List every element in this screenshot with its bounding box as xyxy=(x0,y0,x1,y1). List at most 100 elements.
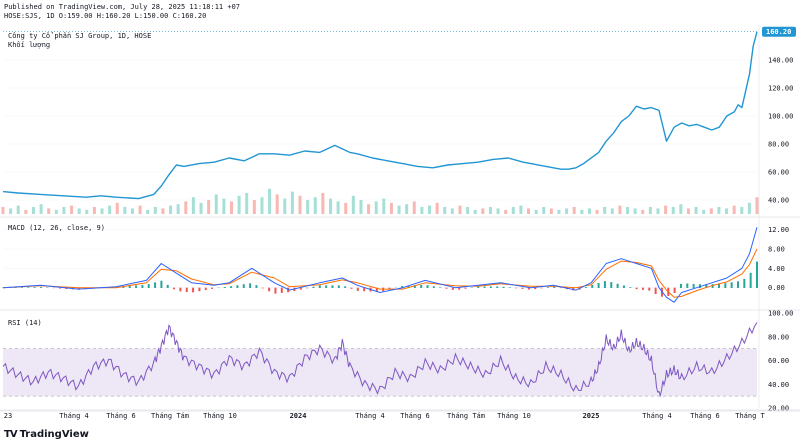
volume-bar xyxy=(496,208,500,214)
macd-histogram-bar xyxy=(527,287,530,290)
macd-histogram-bar xyxy=(546,287,549,288)
x-tick-label: Tháng 6 xyxy=(690,412,720,420)
price-tick-label: 80.00 xyxy=(768,141,789,149)
macd-histogram-bar xyxy=(458,287,461,290)
volume-bar xyxy=(153,207,157,214)
volume-bar xyxy=(85,209,89,214)
macd-histogram-bar xyxy=(603,281,606,288)
volume-bar xyxy=(542,207,546,214)
volume-bar xyxy=(686,208,690,214)
macd-histogram-bar xyxy=(477,286,480,288)
x-tick-label: 2024 xyxy=(290,412,307,420)
volume-bar xyxy=(283,198,287,214)
macd-histogram-bar xyxy=(717,283,720,288)
macd-histogram-bar xyxy=(40,287,43,288)
volume-bar xyxy=(169,205,173,214)
macd-histogram-bar xyxy=(160,280,163,288)
volume-bar xyxy=(47,208,51,214)
macd-histogram-bar xyxy=(521,287,524,289)
volume-bar xyxy=(549,208,553,214)
macd-histogram-bar xyxy=(502,286,505,288)
macd-histogram-bar xyxy=(679,283,682,288)
volume-bar xyxy=(184,201,188,214)
macd-histogram-bar xyxy=(591,284,594,288)
macd-histogram-bar xyxy=(483,286,486,288)
volume-bar xyxy=(412,201,416,214)
volume-bar xyxy=(351,195,355,214)
macd-histogram-bar xyxy=(641,287,644,290)
macd-histogram-bar xyxy=(508,287,511,288)
volume-bar xyxy=(92,207,96,214)
macd-histogram-bar xyxy=(59,287,62,289)
macd-histogram-bar xyxy=(147,284,150,288)
volume-bar xyxy=(336,201,340,214)
volume-bar xyxy=(747,202,751,214)
volume-bar xyxy=(610,208,614,214)
volume-bar xyxy=(694,207,698,214)
macd-histogram-bar xyxy=(622,285,625,288)
rsi-legend: RSI (14) xyxy=(8,319,42,327)
volume-bar xyxy=(511,207,515,214)
volume-bar xyxy=(100,208,104,214)
x-tick-label: Tháng 10 xyxy=(203,412,237,420)
x-tick-label: Tháng 10 xyxy=(497,412,531,420)
volume-bar xyxy=(717,207,721,214)
macd-histogram-bar xyxy=(540,287,543,289)
volume-bar xyxy=(275,194,279,214)
volume-bar xyxy=(359,200,363,214)
macd-histogram-bar xyxy=(445,287,448,289)
volume-bar xyxy=(77,208,81,214)
macd-histogram-bar xyxy=(299,287,302,290)
macd-histogram-bar xyxy=(312,286,315,288)
x-tick-label: Tháng 4 xyxy=(59,412,89,420)
volume-bar xyxy=(755,197,759,214)
volume-bar xyxy=(664,205,668,214)
macd-histogram-bar xyxy=(21,287,24,288)
volume-bar xyxy=(725,208,729,214)
macd-histogram-bar xyxy=(597,283,600,288)
volume-bar xyxy=(24,209,28,214)
brand-name: TradingView xyxy=(19,429,89,440)
volume-bar xyxy=(732,205,736,214)
volume-bar xyxy=(214,194,218,214)
price-tick-label: 140.00 xyxy=(768,57,793,65)
macd-histogram-bar xyxy=(280,287,283,293)
volume-bar xyxy=(519,205,523,214)
macd-histogram-bar xyxy=(154,282,157,288)
volume-bar xyxy=(671,207,675,214)
volume-bar xyxy=(679,204,683,214)
macd-histogram-bar xyxy=(27,287,30,288)
macd-histogram-bar xyxy=(432,286,435,288)
macd-histogram-bar xyxy=(673,287,676,293)
volume-bar xyxy=(450,208,454,214)
volume-bar xyxy=(648,207,652,214)
volume-bar xyxy=(488,207,492,214)
macd-histogram-bar xyxy=(223,287,226,288)
volume-bar xyxy=(565,208,569,214)
volume-bar xyxy=(603,207,607,214)
macd-histogram-bar xyxy=(179,287,182,292)
macd-histogram-bar xyxy=(261,287,264,289)
volume-bar xyxy=(321,193,325,214)
volume-bar xyxy=(740,207,744,214)
volume-bar xyxy=(618,205,622,214)
volume-bar xyxy=(428,205,432,214)
macd-histogram-bar xyxy=(331,285,334,288)
macd-histogram-bar xyxy=(274,287,277,294)
volume-bar xyxy=(39,204,43,214)
macd-histogram-bar xyxy=(344,286,347,288)
rsi-line xyxy=(2,322,758,398)
volume-bar xyxy=(587,208,591,214)
macd-histogram-bar xyxy=(350,287,353,289)
volume-bar xyxy=(70,205,74,214)
macd-histogram-bar xyxy=(401,286,404,288)
macd-histogram-bar xyxy=(33,287,36,288)
volume-bar xyxy=(237,195,241,214)
macd-histogram-bar xyxy=(705,284,708,288)
chart-title: Công ty Cổ phần SJ Group, 1D, HOSE xyxy=(8,32,151,40)
macd-histogram-bar xyxy=(724,283,727,288)
x-tick-label: Tháng Tám xyxy=(447,412,485,420)
macd-histogram-bar xyxy=(489,286,492,288)
signal-line xyxy=(2,248,758,298)
